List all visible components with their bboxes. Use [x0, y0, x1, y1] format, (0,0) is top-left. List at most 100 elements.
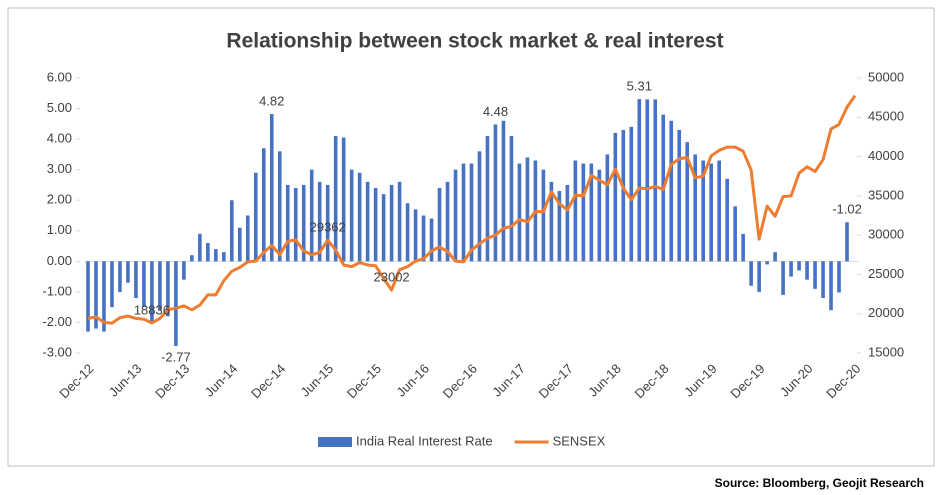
y2-tick-label: 40000: [868, 148, 904, 163]
bar: [485, 136, 490, 262]
bar: [253, 172, 258, 262]
line: [87, 94, 857, 325]
bar: [741, 233, 745, 262]
bar: [182, 261, 186, 280]
bar: [725, 178, 729, 262]
bar: [293, 188, 298, 262]
bar: [190, 255, 194, 262]
bar: [797, 261, 801, 271]
bar: [230, 200, 234, 262]
bar: [573, 160, 578, 262]
bar: [238, 227, 242, 262]
y2-tick-label: 45000: [868, 109, 904, 124]
y-tick-label: 5.00: [47, 100, 72, 115]
bar: [773, 252, 777, 262]
y-tick-label: -3.00: [42, 344, 72, 359]
y2-tick-label: 25000: [868, 266, 904, 281]
bar: [597, 169, 602, 262]
bar: [94, 261, 98, 329]
bar: [245, 215, 250, 262]
bar: [134, 261, 138, 298]
data-label: -1.02: [832, 202, 862, 217]
bar: [789, 261, 793, 277]
bar: [222, 252, 226, 262]
bar: [413, 209, 418, 262]
bar: [645, 99, 650, 262]
bar: [341, 137, 346, 262]
bar: [198, 233, 202, 262]
bar: [813, 261, 817, 289]
bar: [693, 154, 698, 262]
bar: [621, 129, 626, 262]
bar: [405, 203, 410, 262]
bar: [845, 222, 849, 262]
bar: [669, 120, 674, 262]
bar: [565, 184, 570, 262]
bar: [269, 114, 274, 262]
data-label: 4.48: [483, 104, 508, 119]
y2-tick-label: 30000: [868, 227, 904, 242]
legend-swatch: [318, 437, 352, 447]
data-label: 23002: [374, 270, 410, 285]
bar: [309, 169, 314, 262]
bar: [469, 163, 474, 262]
bar: [781, 261, 785, 295]
bar: [174, 261, 178, 346]
bar: [549, 181, 554, 262]
y-tick-label: 4.00: [47, 131, 72, 146]
bar: [150, 261, 154, 323]
bar: [317, 181, 322, 262]
bar: [757, 261, 761, 292]
bar: [110, 261, 114, 308]
y2-tick-label: 20000: [868, 305, 904, 320]
legend-label: SENSEX: [553, 433, 606, 448]
bar: [214, 249, 218, 262]
bar: [333, 136, 338, 262]
source-note: Source: Bloomberg, Geojit Research: [715, 476, 924, 490]
bar: [837, 261, 841, 293]
bar: [765, 261, 769, 265]
bar: [158, 261, 162, 311]
y2-tick-label: 15000: [868, 344, 904, 359]
bar: [821, 261, 825, 298]
bar: [717, 160, 721, 262]
bar: [102, 261, 106, 332]
data-label: 4.82: [259, 93, 284, 108]
bar: [509, 136, 514, 262]
bar: [365, 181, 370, 262]
bar: [397, 181, 402, 262]
bar: [389, 184, 394, 262]
bar: [493, 124, 498, 262]
bar: [685, 142, 690, 262]
bar: [461, 163, 466, 262]
bar: [805, 261, 809, 280]
y2-tick-label: 35000: [868, 187, 904, 202]
bar: [381, 194, 386, 262]
y-tick-label: 0.00: [47, 253, 72, 268]
bar: [613, 133, 618, 262]
bar: [629, 126, 634, 262]
bar: [453, 169, 458, 262]
y-tick-label: -2.00: [42, 314, 72, 329]
y-tick-label: -1.00: [42, 283, 72, 298]
bar: [429, 218, 434, 262]
bar: [677, 129, 682, 262]
bar: [166, 261, 170, 317]
bar: [142, 261, 146, 308]
bar: [126, 261, 130, 283]
y-tick-label: 1.00: [47, 222, 72, 237]
bar: [349, 169, 354, 262]
bar: [357, 172, 362, 262]
bar: [701, 160, 705, 262]
bar: [581, 163, 586, 262]
bar: [261, 148, 266, 262]
bar: [477, 151, 482, 262]
bar: [589, 163, 594, 262]
bar: [709, 163, 713, 262]
data-label: 18836: [134, 302, 170, 317]
bar: [829, 261, 833, 311]
bar: [325, 184, 330, 262]
y2-tick-label: 50000: [868, 69, 904, 84]
bar: [421, 215, 426, 262]
